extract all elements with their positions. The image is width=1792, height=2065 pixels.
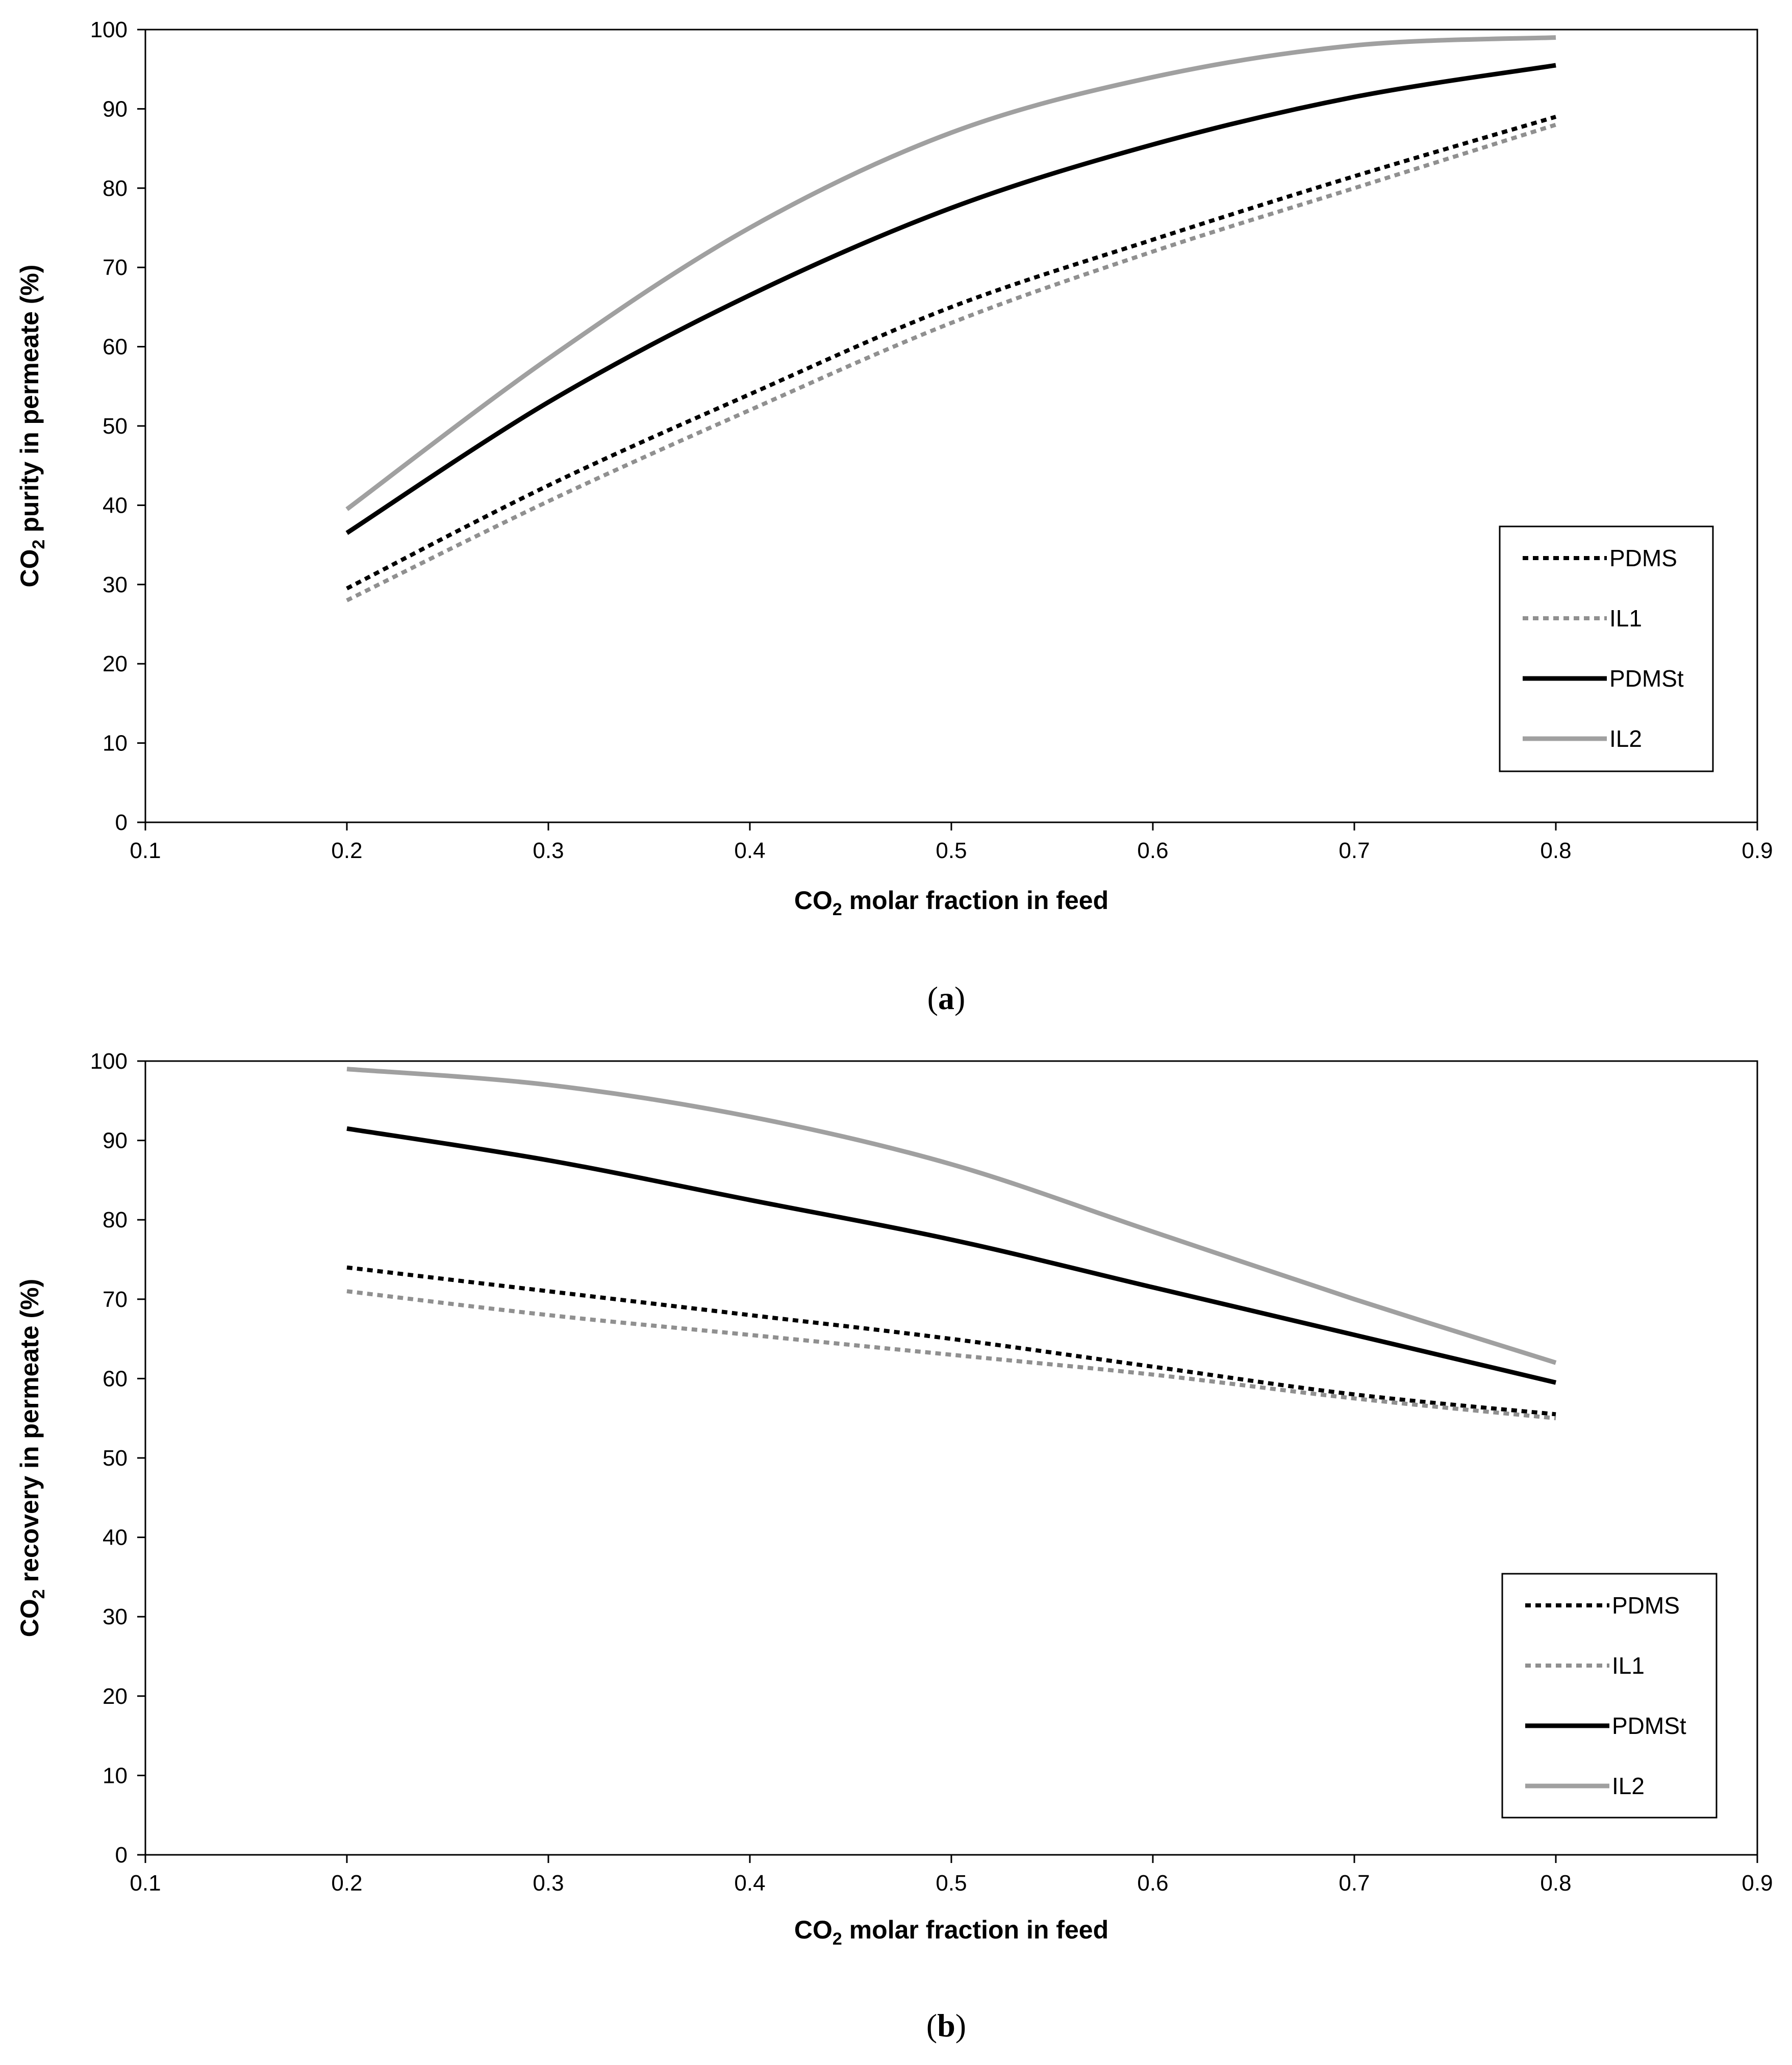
panel-caption-close: ) (955, 2007, 966, 2044)
y-axis-title-suffix: recovery in permeate (%) (15, 1279, 44, 1590)
x-axis-title-suffix: molar fraction in feed (842, 886, 1108, 915)
x-tick-label: 0.1 (130, 838, 161, 863)
x-tick-label: 0.9 (1741, 838, 1773, 863)
x-axis-title: CO2 molar fraction in feed (794, 886, 1108, 919)
x-tick-label: 0.9 (1741, 1871, 1773, 1896)
y-tick-label: 60 (103, 1366, 128, 1391)
legend-label-il2: IL2 (1612, 1773, 1645, 1799)
legend-label-il1: IL1 (1612, 1652, 1645, 1679)
series-line-il1 (346, 1289, 1556, 1421)
y-tick-label: 90 (103, 1128, 128, 1153)
y-axis-title: CO2 purity in permeate (%) (15, 265, 48, 588)
legend-label-pdms: PDMS (1612, 1592, 1680, 1619)
legend-box (1501, 1573, 1718, 1819)
y-tick-label: 80 (103, 176, 128, 201)
y-tick-label: 100 (90, 1049, 128, 1074)
y-tick-label: 50 (103, 1446, 128, 1471)
y-tick-label: 10 (103, 1763, 128, 1788)
y-tick-label: 100 (90, 17, 128, 42)
y-axis-title-subscript: 2 (29, 540, 48, 549)
y-tick-label: 60 (103, 335, 128, 360)
y-tick-label: 40 (103, 493, 128, 518)
y-tick-label: 0 (115, 1843, 128, 1868)
chart-panel-a: 0.1 0.2 0.3 0.4 0.5 0.6 0.7 0.8 0.9 0 10 20 30 40 50 60… (15, 17, 1773, 1016)
panel-caption: (b) (926, 2007, 966, 2044)
y-tick-label: 70 (103, 255, 128, 280)
x-tick-label: 0.8 (1540, 838, 1571, 863)
chart-panel-b: 0.1 0.2 0.3 0.4 0.5 0.6 0.7 0.8 0.9 0 10 20 30 40 50 60… (15, 1049, 1773, 2044)
y-tick-label: 40 (103, 1525, 128, 1550)
legend-label-il2: IL2 (1609, 725, 1642, 752)
x-axis-title-subscript: 2 (832, 1929, 842, 1949)
x-tick-label: 0.7 (1339, 1871, 1370, 1896)
legend-label-il1: IL1 (1609, 605, 1642, 632)
x-tick-label: 0.3 (533, 838, 564, 863)
x-tick-label: 0.2 (331, 838, 362, 863)
x-axis-title-suffix: molar fraction in feed (842, 1916, 1108, 1944)
y-tick-label: 10 (103, 731, 128, 756)
x-tick-label: 0.4 (734, 1871, 765, 1896)
series-line-il2 (346, 1067, 1557, 1365)
x-axis-title: CO2 molar fraction in feed (794, 1916, 1108, 1949)
y-axis-title-prefix: CO (15, 549, 44, 587)
y-tick-label: 70 (103, 1287, 128, 1312)
series-line-il2 (345, 35, 1556, 511)
y-tick-label: 0 (115, 810, 128, 835)
series-line-pdmst (346, 1126, 1557, 1385)
x-tick-label: 0.6 (1137, 838, 1168, 863)
x-tick-label: 0.6 (1137, 1871, 1168, 1896)
y-tick-label: 20 (103, 1684, 128, 1709)
series-line-pdmst (345, 63, 1556, 535)
x-tick-label: 0.5 (936, 1871, 967, 1896)
x-tick-label: 0.7 (1339, 838, 1370, 863)
y-tick-label: 90 (103, 96, 128, 121)
y-tick-label: 20 (103, 651, 128, 676)
panel-caption: (a) (927, 980, 966, 1016)
y-axis-title-suffix: purity in permeate (%) (15, 265, 44, 540)
legend-box (1499, 525, 1714, 772)
x-tick-label: 0.3 (533, 1871, 564, 1896)
x-tick-label: 0.1 (130, 1871, 161, 1896)
series-line-pdms (346, 115, 1557, 591)
x-axis-title-prefix: CO (794, 886, 832, 915)
y-axis-title: CO2 recovery in permeate (%) (15, 1279, 48, 1638)
series-line-pdms (346, 1265, 1556, 1417)
x-tick-label: 0.4 (734, 838, 765, 863)
panel-caption-open: ( (927, 980, 938, 1016)
legend-label-pdmst: PDMSt (1609, 665, 1684, 692)
y-axis-title-subscript: 2 (29, 1589, 48, 1599)
x-tick-label: 0.8 (1540, 1871, 1571, 1896)
panel-caption-letter: a (938, 980, 954, 1016)
y-tick-label: 30 (103, 572, 128, 597)
series-line-il1 (346, 122, 1557, 602)
y-tick-label: 80 (103, 1207, 128, 1232)
panel-caption-letter: b (937, 2007, 955, 2044)
x-axis-title-subscript: 2 (832, 900, 842, 919)
y-axis-title-prefix: CO (15, 1599, 44, 1637)
panel-caption-open: ( (926, 2007, 937, 2044)
legend-label-pdms: PDMS (1609, 545, 1677, 571)
x-axis-title-prefix: CO (794, 1916, 832, 1944)
y-tick-label: 50 (103, 414, 128, 439)
x-tick-label: 0.2 (331, 1871, 362, 1896)
x-tick-label: 0.5 (936, 838, 967, 863)
y-tick-label: 30 (103, 1604, 128, 1629)
panel-caption-close: ) (954, 980, 965, 1016)
legend: PDMS IL1 PDMSt IL2 (1499, 525, 1714, 772)
legend: PDMS IL1 PDMSt IL2 (1501, 1573, 1718, 1819)
legend-label-pdmst: PDMSt (1612, 1713, 1686, 1739)
